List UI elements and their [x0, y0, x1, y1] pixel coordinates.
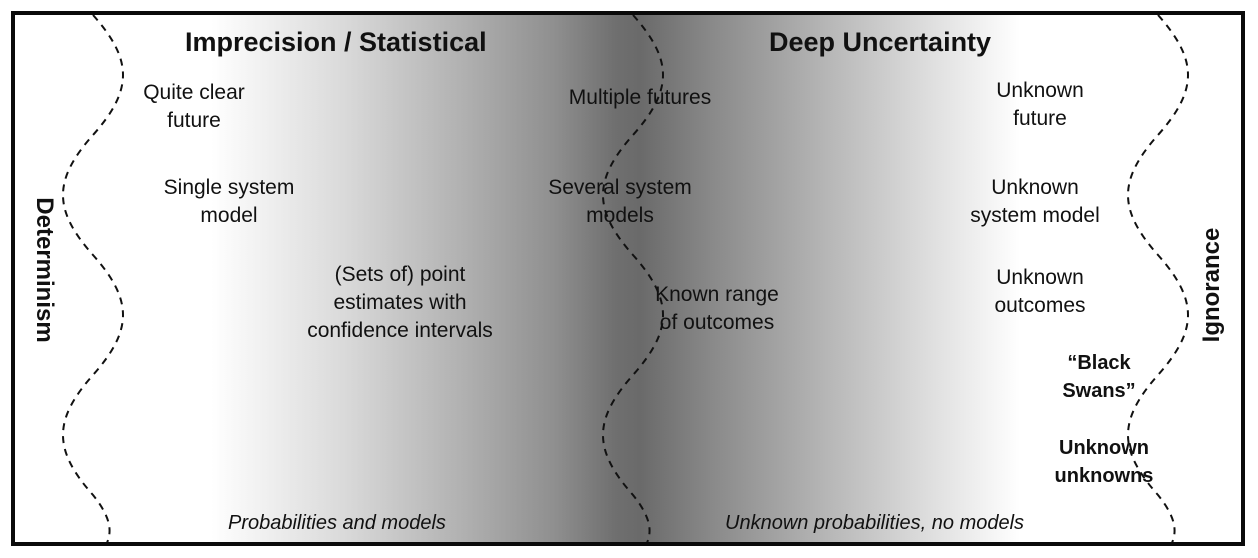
- uncertainty-spectrum-diagram: Imprecision / Statistical Deep Uncertain…: [11, 11, 1245, 546]
- col1-outcomes: (Sets of) point estimates with confidenc…: [307, 263, 493, 342]
- footer-unknown-probabilities: Unknown probabilities, no models: [725, 512, 1025, 534]
- middle-wavy-divider: [602, 15, 664, 542]
- col1-model: Single system model: [163, 176, 295, 227]
- col2-model: Several system models: [548, 176, 692, 227]
- col1-future: Quite clear future: [143, 81, 245, 132]
- col3-model: Unknown system model: [970, 176, 1100, 227]
- col3-black-swans: “Black Swans”: [1062, 352, 1136, 402]
- side-label-ignorance: Ignorance: [1198, 227, 1225, 343]
- col2-future: Multiple futures: [568, 86, 712, 109]
- col3-future: Unknown future: [996, 79, 1084, 130]
- side-label-determinism: Determinism: [31, 197, 58, 343]
- col3-outcomes: Unknown outcomes: [994, 266, 1086, 317]
- footer-probabilities-models: Probabilities and models: [228, 512, 446, 534]
- wavy-divider-lines: [62, 15, 1189, 542]
- col2-outcomes: Known range of outcomes: [655, 283, 779, 334]
- right-wavy-divider: [1127, 15, 1189, 542]
- left-wavy-divider: [62, 15, 124, 542]
- header-deep-uncertainty: Deep Uncertainty: [769, 27, 992, 57]
- header-imprecision-statistical: Imprecision / Statistical: [185, 27, 487, 57]
- col3-unknown-unknowns: Unknown unknowns: [1054, 437, 1154, 487]
